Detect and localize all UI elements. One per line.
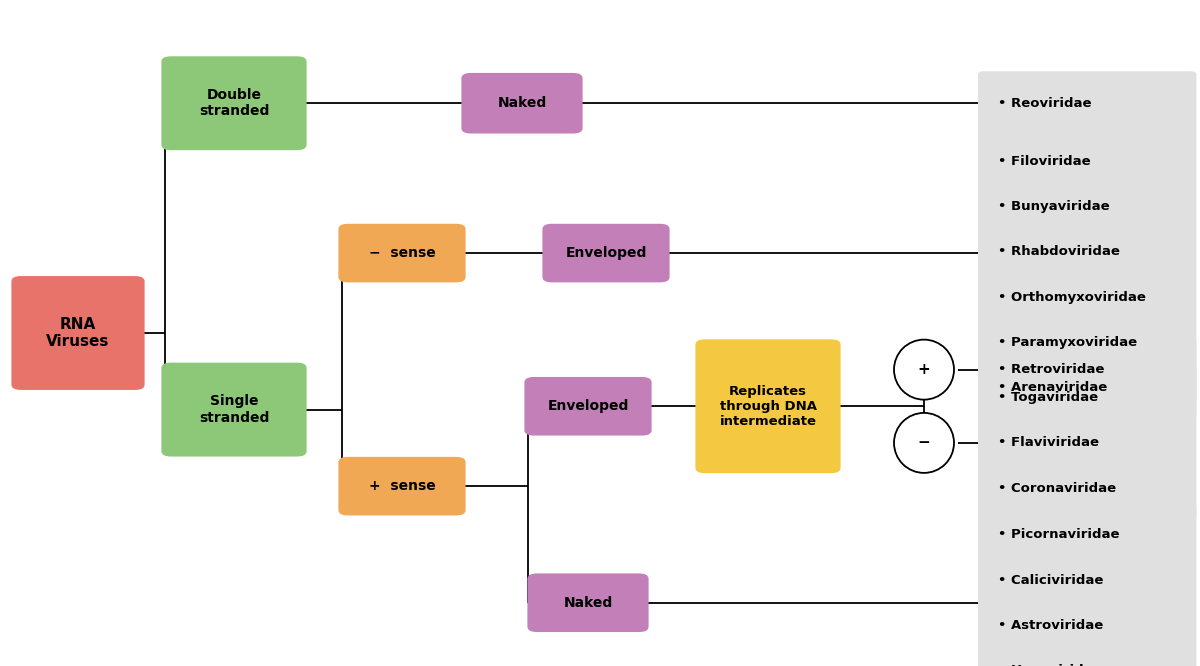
Text: • Flaviviridae: • Flaviviridae xyxy=(998,436,1099,450)
FancyBboxPatch shape xyxy=(978,503,1196,666)
Text: • Rhabdoviridae: • Rhabdoviridae xyxy=(998,245,1121,258)
Text: • Picornaviridae: • Picornaviridae xyxy=(998,528,1120,541)
FancyBboxPatch shape xyxy=(542,224,670,282)
Text: • Filoviridae: • Filoviridae xyxy=(998,155,1091,168)
Text: −  sense: − sense xyxy=(368,246,436,260)
FancyBboxPatch shape xyxy=(528,573,649,632)
Ellipse shape xyxy=(894,340,954,400)
Text: • Reoviridae: • Reoviridae xyxy=(998,97,1092,110)
Text: Enveloped: Enveloped xyxy=(565,246,647,260)
FancyBboxPatch shape xyxy=(696,340,840,473)
Text: Single
stranded: Single stranded xyxy=(199,394,269,425)
Text: Enveloped: Enveloped xyxy=(547,399,629,414)
Text: • Coronaviridae: • Coronaviridae xyxy=(998,482,1116,495)
Text: Naked: Naked xyxy=(563,595,613,610)
Text: • Astroviridae: • Astroviridae xyxy=(998,619,1104,632)
FancyBboxPatch shape xyxy=(978,338,1196,402)
Ellipse shape xyxy=(894,413,954,473)
Text: Replicates
through DNA
intermediate: Replicates through DNA intermediate xyxy=(720,385,816,428)
Text: −: − xyxy=(918,436,930,450)
Text: +: + xyxy=(918,362,930,377)
FancyBboxPatch shape xyxy=(524,377,652,436)
Text: • Orthomyxoviridae: • Orthomyxoviridae xyxy=(998,290,1146,304)
FancyBboxPatch shape xyxy=(978,129,1196,420)
Text: • Arenaviridae: • Arenaviridae xyxy=(998,381,1108,394)
FancyBboxPatch shape xyxy=(338,457,466,515)
Text: RNA
Viruses: RNA Viruses xyxy=(47,317,109,349)
Text: • Hepeviridae: • Hepeviridae xyxy=(998,664,1102,666)
FancyBboxPatch shape xyxy=(161,57,307,151)
FancyBboxPatch shape xyxy=(462,73,583,133)
Text: • Paramyxoviridae: • Paramyxoviridae xyxy=(998,336,1138,349)
FancyBboxPatch shape xyxy=(338,224,466,282)
Text: • Retroviridae: • Retroviridae xyxy=(998,363,1105,376)
Text: • Togaviridae: • Togaviridae xyxy=(998,391,1098,404)
Text: • Caliciviridae: • Caliciviridae xyxy=(998,573,1104,587)
Text: Double
stranded: Double stranded xyxy=(199,88,269,119)
FancyBboxPatch shape xyxy=(978,71,1196,135)
FancyBboxPatch shape xyxy=(161,362,307,457)
Text: +  sense: + sense xyxy=(368,479,436,494)
Text: Naked: Naked xyxy=(497,96,547,111)
Text: • Bunyaviridae: • Bunyaviridae xyxy=(998,200,1110,213)
FancyBboxPatch shape xyxy=(978,366,1196,520)
FancyBboxPatch shape xyxy=(12,276,145,390)
